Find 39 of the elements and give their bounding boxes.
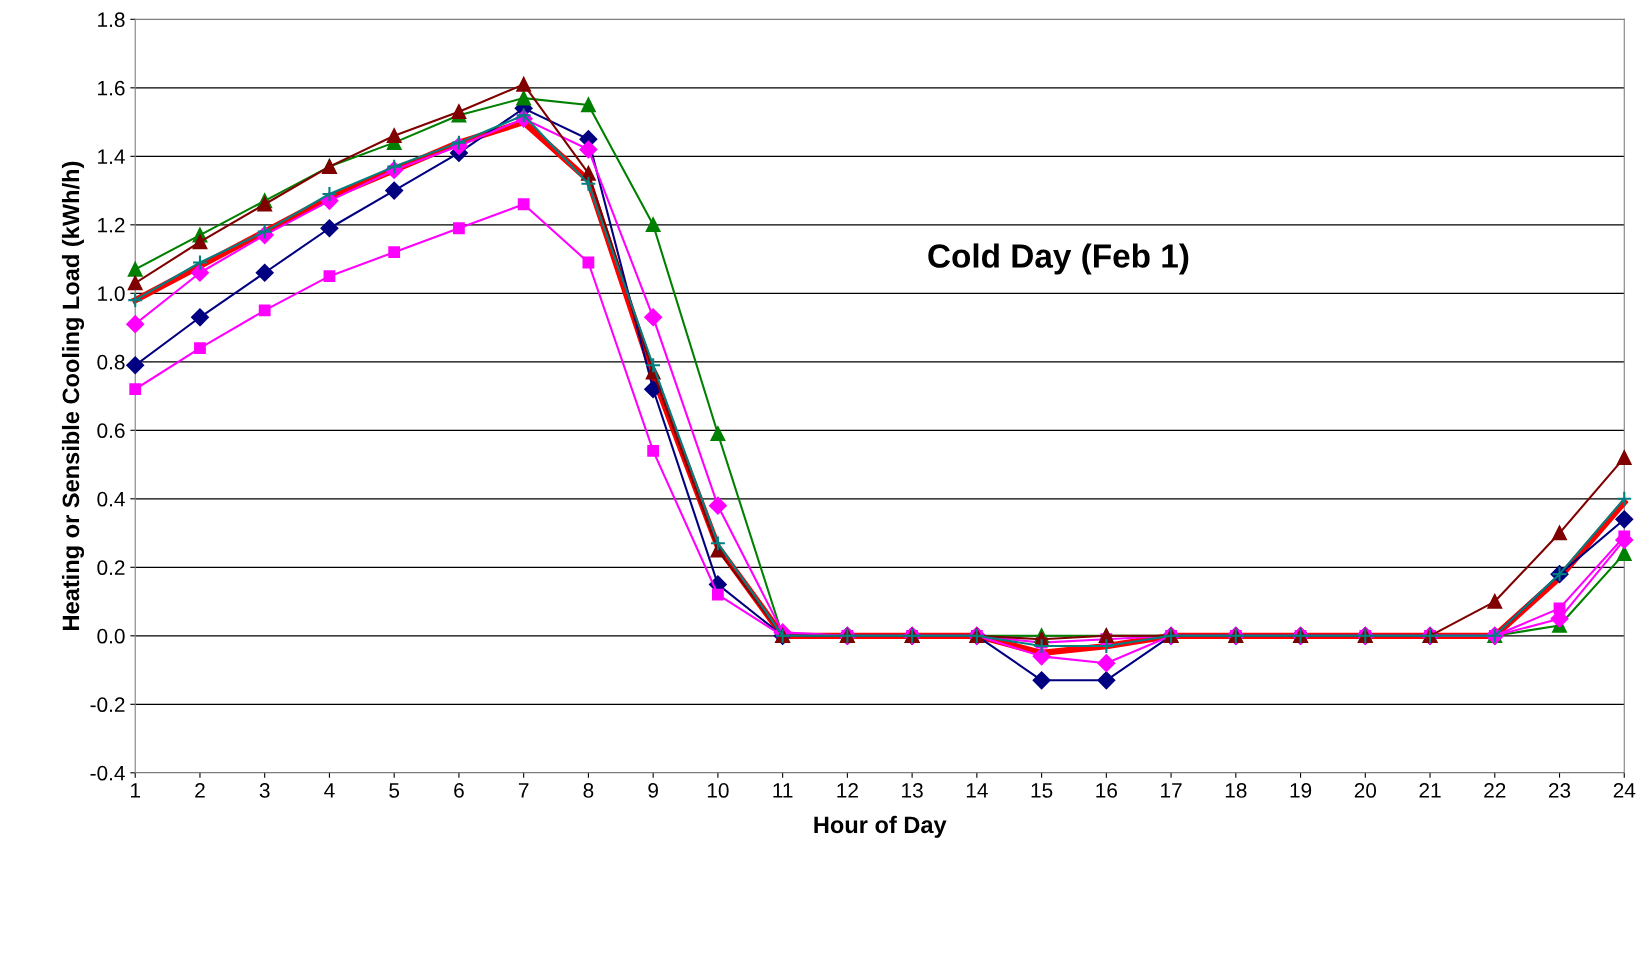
- x-tick-label: 24: [1613, 783, 1636, 798]
- x-tick-label: 18: [1225, 783, 1247, 798]
- x-tick-label: 8: [583, 783, 594, 798]
- y-tick-label: 0.0: [97, 628, 125, 644]
- annotation: Cold Day (Feb 1): [928, 243, 1189, 275]
- x-tick-label: 15: [1031, 783, 1053, 798]
- x-tick-label: 13: [902, 783, 923, 798]
- y-tick-label: 1.4: [98, 149, 125, 164]
- y-axis-title: Heating or Sensible Cooling Load (kWh/h): [61, 161, 85, 630]
- y-tick-label: 0.4: [97, 491, 125, 507]
- x-tick-label: 21: [1419, 783, 1441, 798]
- x-tick-label: 16: [1096, 783, 1118, 798]
- x-tick-label: 17: [1161, 783, 1182, 798]
- y-tick-label: 1.6: [98, 80, 125, 96]
- y-tick-label: -0.2: [90, 697, 125, 713]
- x-tick-label: 14: [966, 783, 988, 798]
- x-tick-label: 5: [389, 783, 400, 798]
- x-tick-label: 19: [1290, 783, 1312, 798]
- y-tick-label: 0.8: [97, 354, 125, 370]
- x-tick-label: 7: [518, 783, 529, 798]
- y-tick-label: 1.2: [98, 217, 125, 233]
- y-tick-label: -0.4: [90, 765, 125, 781]
- x-tick-label: 4: [324, 783, 335, 798]
- y-tick-label: 1.8: [98, 12, 125, 28]
- x-tick-label: 11: [773, 783, 793, 798]
- x-tick-label: 9: [648, 783, 658, 798]
- x-axis-title: Hour of Day: [814, 815, 947, 838]
- y-tick-label: 0.6: [97, 423, 125, 439]
- x-tick-label: 20: [1354, 783, 1377, 798]
- x-tick-label: 12: [837, 783, 858, 798]
- x-tick-label: 2: [195, 783, 205, 798]
- y-tick-label: 1.0: [98, 286, 125, 302]
- x-tick-label: 3: [259, 783, 270, 798]
- x-tick-label: 6: [454, 783, 464, 798]
- x-tick-label: 22: [1484, 783, 1506, 798]
- y-tick-label: 0.2: [97, 560, 125, 576]
- x-tick-label: 23: [1548, 783, 1571, 798]
- x-tick-label: 10: [707, 783, 729, 798]
- x-tick-label: 1: [131, 783, 140, 798]
